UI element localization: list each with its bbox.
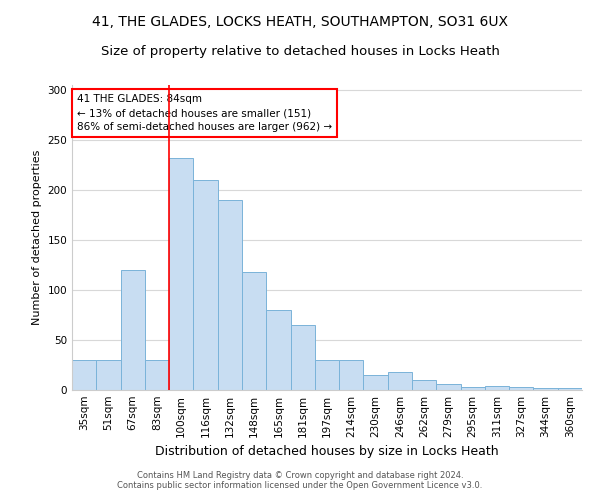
- Text: 41, THE GLADES, LOCKS HEATH, SOUTHAMPTON, SO31 6UX: 41, THE GLADES, LOCKS HEATH, SOUTHAMPTON…: [92, 15, 508, 29]
- Text: 41 THE GLADES: 84sqm
← 13% of detached houses are smaller (151)
86% of semi-deta: 41 THE GLADES: 84sqm ← 13% of detached h…: [77, 94, 332, 132]
- Bar: [315, 360, 339, 390]
- Bar: [436, 384, 461, 390]
- Text: Size of property relative to detached houses in Locks Heath: Size of property relative to detached ho…: [101, 45, 499, 58]
- Bar: [121, 270, 145, 390]
- Bar: [339, 360, 364, 390]
- Bar: [96, 360, 121, 390]
- Bar: [193, 180, 218, 390]
- Bar: [169, 158, 193, 390]
- X-axis label: Distribution of detached houses by size in Locks Heath: Distribution of detached houses by size …: [155, 446, 499, 458]
- Bar: [266, 310, 290, 390]
- Bar: [412, 380, 436, 390]
- Bar: [485, 386, 509, 390]
- Bar: [509, 387, 533, 390]
- Bar: [242, 272, 266, 390]
- Bar: [388, 372, 412, 390]
- Bar: [461, 387, 485, 390]
- Bar: [558, 388, 582, 390]
- Bar: [218, 200, 242, 390]
- Bar: [145, 360, 169, 390]
- Text: Contains HM Land Registry data © Crown copyright and database right 2024.
Contai: Contains HM Land Registry data © Crown c…: [118, 470, 482, 490]
- Bar: [72, 360, 96, 390]
- Bar: [290, 325, 315, 390]
- Bar: [364, 375, 388, 390]
- Bar: [533, 388, 558, 390]
- Y-axis label: Number of detached properties: Number of detached properties: [32, 150, 42, 325]
